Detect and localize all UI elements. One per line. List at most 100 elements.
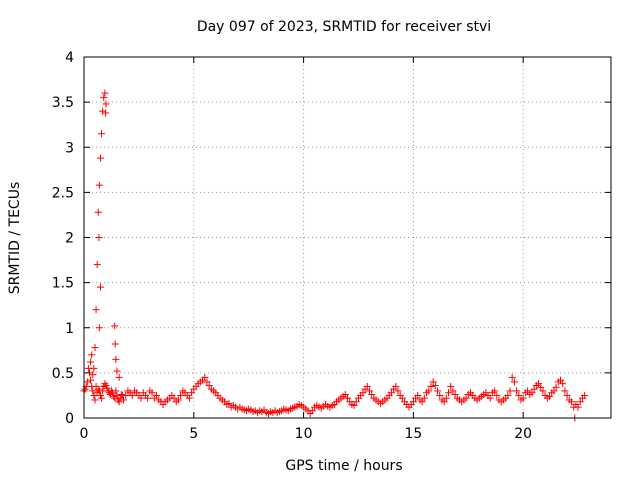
data-point <box>94 208 102 216</box>
data-point <box>95 234 103 241</box>
data-point <box>83 378 91 386</box>
data-point <box>308 407 316 415</box>
data-point <box>486 394 494 402</box>
data-point <box>137 394 145 402</box>
x-tick-label: 10 <box>295 426 313 442</box>
data-point <box>513 387 521 395</box>
data-point <box>574 403 582 411</box>
data-point <box>203 378 211 386</box>
data-point <box>170 394 178 402</box>
data-point <box>504 391 512 399</box>
data-point <box>95 181 103 189</box>
data-point <box>519 394 527 402</box>
data-point <box>506 387 514 395</box>
data-point <box>556 376 564 384</box>
data-point <box>101 89 109 97</box>
data-point <box>409 398 417 406</box>
data-point <box>92 306 100 314</box>
data-point <box>128 391 136 399</box>
data-point <box>552 383 560 391</box>
data-point <box>427 382 435 390</box>
data-point <box>387 389 395 397</box>
data-point <box>420 394 428 402</box>
x-tick-label: 0 <box>80 426 89 442</box>
data-point <box>112 387 120 395</box>
data-point <box>528 389 536 397</box>
data-point <box>122 391 130 399</box>
y-tick-label: 3.5 <box>52 95 74 111</box>
data-point <box>91 396 99 404</box>
data-point <box>225 400 233 408</box>
chart-title: Day 097 of 2023, SRMTID for receiver stv… <box>197 19 491 35</box>
points-layer <box>80 89 589 422</box>
data-point <box>550 387 558 395</box>
data-point <box>188 389 196 397</box>
data-point <box>510 378 518 386</box>
data-point <box>515 391 523 399</box>
y-tick-label: 4 <box>65 50 74 66</box>
data-point <box>174 396 182 404</box>
data-point <box>491 387 499 395</box>
data-point <box>96 283 104 291</box>
data-point <box>537 383 545 391</box>
data-point <box>109 389 117 397</box>
data-point <box>185 394 193 402</box>
data-point <box>451 391 459 399</box>
data-point <box>89 371 97 379</box>
data-point <box>493 391 501 399</box>
data-point <box>205 382 213 390</box>
data-point <box>341 391 349 399</box>
data-point <box>359 389 367 397</box>
data-point <box>559 380 567 388</box>
data-point <box>102 109 110 117</box>
data-point <box>101 380 109 388</box>
data-point <box>117 391 125 399</box>
data-point <box>431 382 439 390</box>
data-point <box>561 387 569 395</box>
data-point <box>144 394 152 402</box>
data-point <box>344 394 351 402</box>
data-point <box>115 373 123 381</box>
y-axis-label: SRMTID / TECUs <box>7 182 23 295</box>
data-point <box>98 394 106 402</box>
data-point <box>96 154 104 162</box>
data-point <box>93 261 101 269</box>
y-tick-label: 1.5 <box>52 276 74 292</box>
data-point <box>115 398 123 406</box>
y-tick-label: 2 <box>65 231 74 247</box>
data-point <box>365 387 373 395</box>
data-point <box>87 358 95 366</box>
data-point <box>530 385 538 393</box>
data-point <box>567 398 575 406</box>
data-point <box>102 100 110 108</box>
data-point <box>581 391 589 399</box>
data-point <box>414 391 422 399</box>
y-tick-label: 0 <box>65 411 74 427</box>
data-point <box>535 380 543 388</box>
ticks-layer: 0 5 10 15 20 0 0.5 1 1.5 2 2.5 3 3.5 4 <box>52 50 611 442</box>
data-point <box>91 344 99 352</box>
data-point <box>445 389 453 397</box>
data-point <box>546 392 554 400</box>
x-tick-label: 5 <box>189 426 198 442</box>
data-point <box>394 387 402 395</box>
data-point <box>111 340 119 348</box>
data-point <box>508 373 516 381</box>
data-point <box>398 394 406 402</box>
data-point <box>462 394 470 402</box>
data-point <box>392 382 400 390</box>
data-point <box>100 94 108 102</box>
data-point <box>576 398 584 406</box>
data-point <box>113 367 121 375</box>
data-point <box>111 322 119 330</box>
data-point <box>363 382 371 390</box>
data-point <box>440 398 448 406</box>
data-point <box>87 376 95 384</box>
data-point <box>447 382 455 390</box>
data-point <box>434 387 442 395</box>
data-point <box>94 385 102 393</box>
y-tick-label: 2.5 <box>52 185 74 201</box>
data-point <box>177 391 185 399</box>
